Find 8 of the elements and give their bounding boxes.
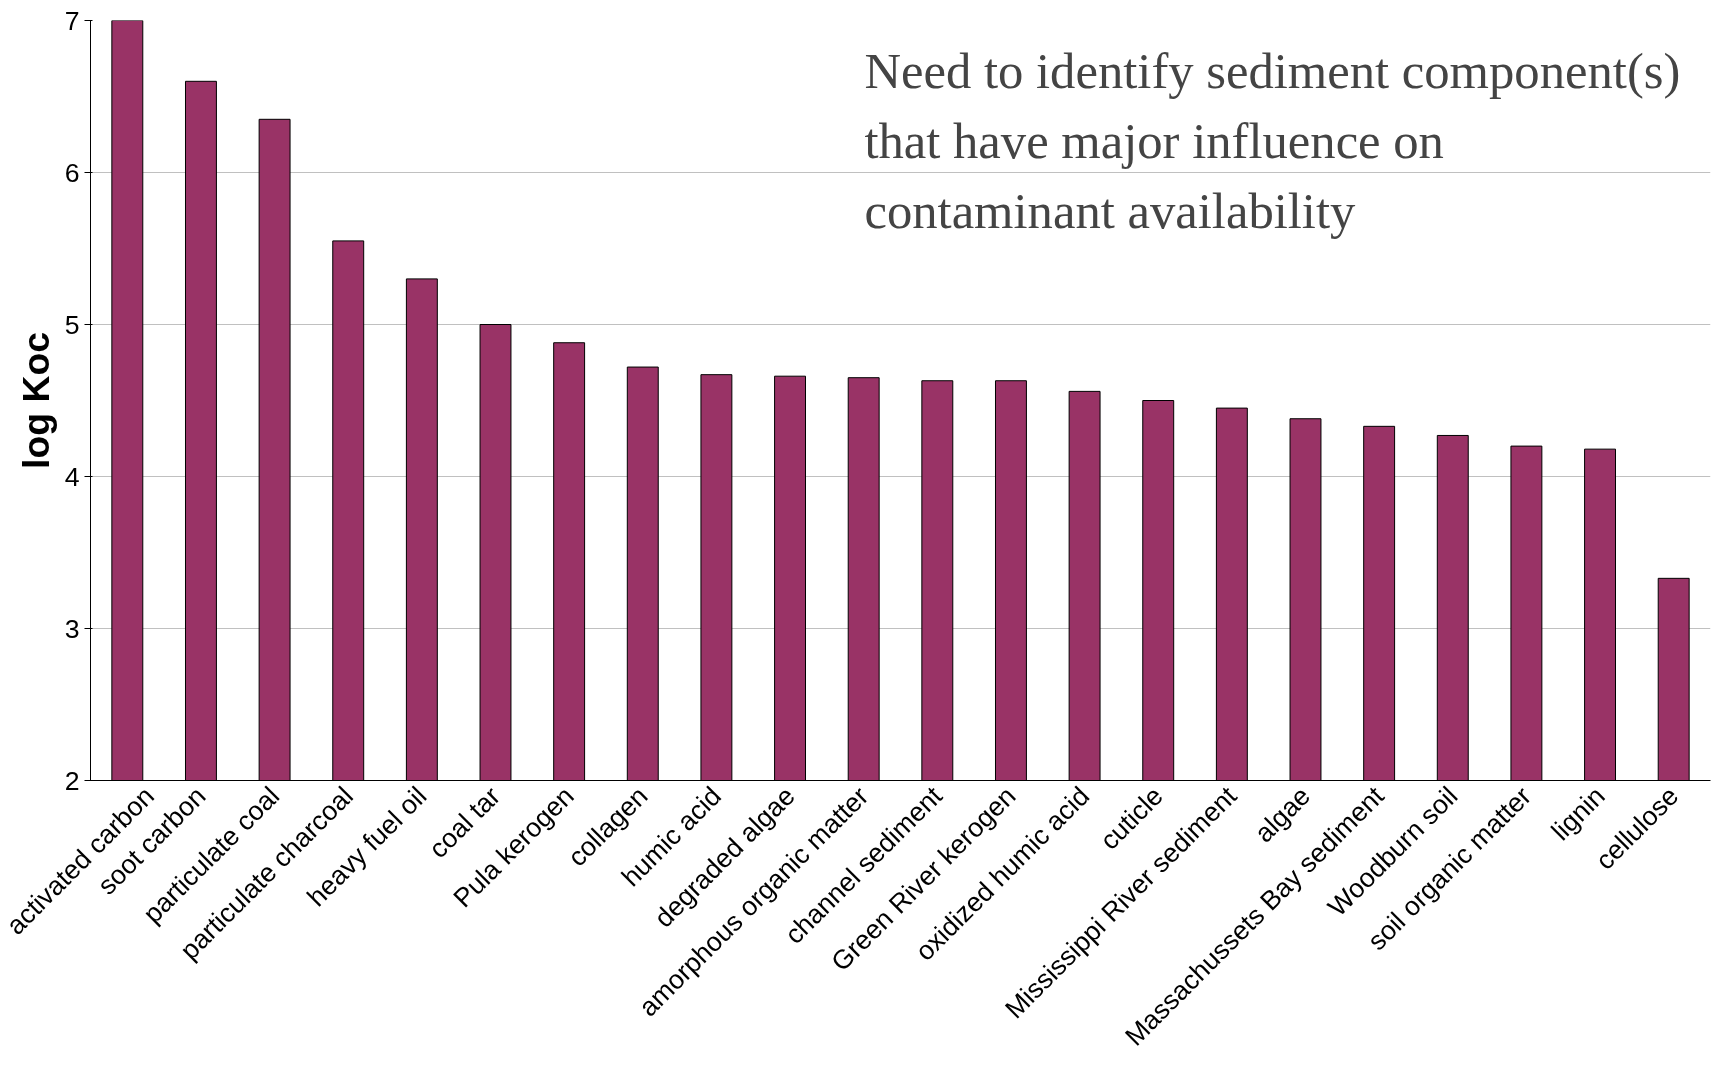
y-tick-label: 4: [64, 461, 80, 492]
y-tick-label: 3: [64, 613, 80, 644]
y-tick-label: 5: [64, 309, 80, 340]
y-tick-label: 6: [64, 157, 80, 188]
y-tick-label: 7: [64, 5, 80, 36]
y-tick-label: 2: [64, 765, 80, 796]
y-axis-title: log Koc: [14, 332, 57, 469]
annotation: Need to identify sediment component(s) that have major influence on contaminant availability: [864, 43, 1681, 240]
